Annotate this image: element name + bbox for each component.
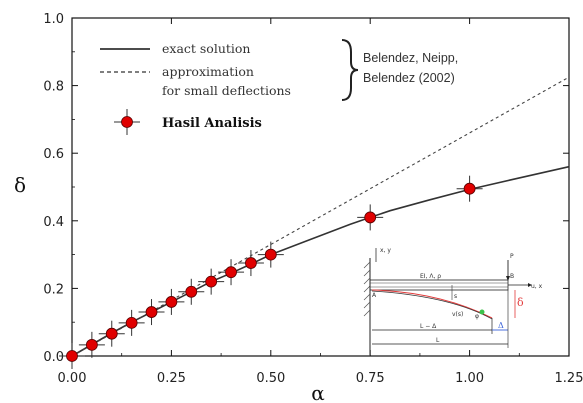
x-tick-label: 0.25	[157, 371, 186, 386]
inset-label-l: L	[436, 337, 440, 344]
y-tick-label: 0.0	[43, 350, 64, 365]
data-point	[245, 257, 257, 269]
inset-label-l-minus-delta: L − Δ	[420, 323, 437, 330]
legend-marker	[121, 116, 133, 128]
inset-label-ei: EI, Λ, ρ	[420, 273, 441, 280]
inset-label-p: P	[510, 253, 514, 260]
inset-label-ux: u, x	[531, 283, 543, 290]
legend-approx-label-1: approximation	[162, 64, 254, 79]
data-point	[105, 327, 118, 340]
legend-reference-line-1: Belendez, Neipp,	[363, 51, 458, 65]
inset-label-vs: v(s)	[452, 311, 463, 318]
data-point	[463, 182, 476, 195]
inset-label-a: A	[372, 292, 377, 299]
x-tick-label: 1.00	[455, 371, 484, 386]
inset-label-b: B	[510, 273, 514, 280]
x-tick-label: 0.50	[256, 371, 285, 386]
y-tick-label: 1.0	[43, 12, 64, 27]
data-point	[264, 248, 277, 261]
data-point	[85, 338, 98, 351]
x-tick-label: 0.00	[58, 371, 87, 386]
legend-brace	[341, 39, 359, 101]
x-tick-label: 1.25	[555, 371, 583, 386]
approximation-line	[71, 76, 570, 357]
inset-label-s: s	[454, 293, 457, 300]
legend-exact-label: exact solution	[162, 41, 250, 56]
data-point	[185, 285, 198, 298]
data-point	[66, 350, 78, 362]
legend-points-label: Hasil Analisis	[162, 116, 262, 131]
inset-label-xy: x, y	[380, 247, 391, 254]
x-axis-label: α	[311, 381, 325, 403]
data-point	[225, 266, 237, 279]
y-tick-label: 0.2	[43, 282, 64, 297]
data-point	[364, 211, 377, 224]
data-point	[165, 296, 178, 308]
data-point	[205, 275, 218, 288]
inset-label-capital-delta: Δ	[498, 321, 504, 330]
y-tick-label: 0.6	[43, 147, 64, 162]
legend-reference-line-2: Belendez (2002)	[363, 71, 455, 85]
x-tick-label: 0.75	[356, 371, 385, 386]
y-axis-label: δ	[14, 173, 26, 197]
inset-label-phi: φ	[475, 313, 479, 320]
inset-diagram: x, y u, x P B EI, Λ, ρ A s v(s) δ φ L − …	[363, 247, 543, 355]
y-tick-label: 0.4	[43, 215, 64, 230]
inset-angle-marker	[479, 309, 485, 315]
data-point	[125, 316, 138, 329]
legend-approx-label-2: for small deflections	[162, 83, 291, 98]
inset-label-delta: δ	[517, 296, 524, 309]
legend: exact solution approximation for small d…	[100, 39, 458, 135]
y-tick-label: 0.8	[43, 80, 64, 95]
data-point	[145, 306, 158, 318]
